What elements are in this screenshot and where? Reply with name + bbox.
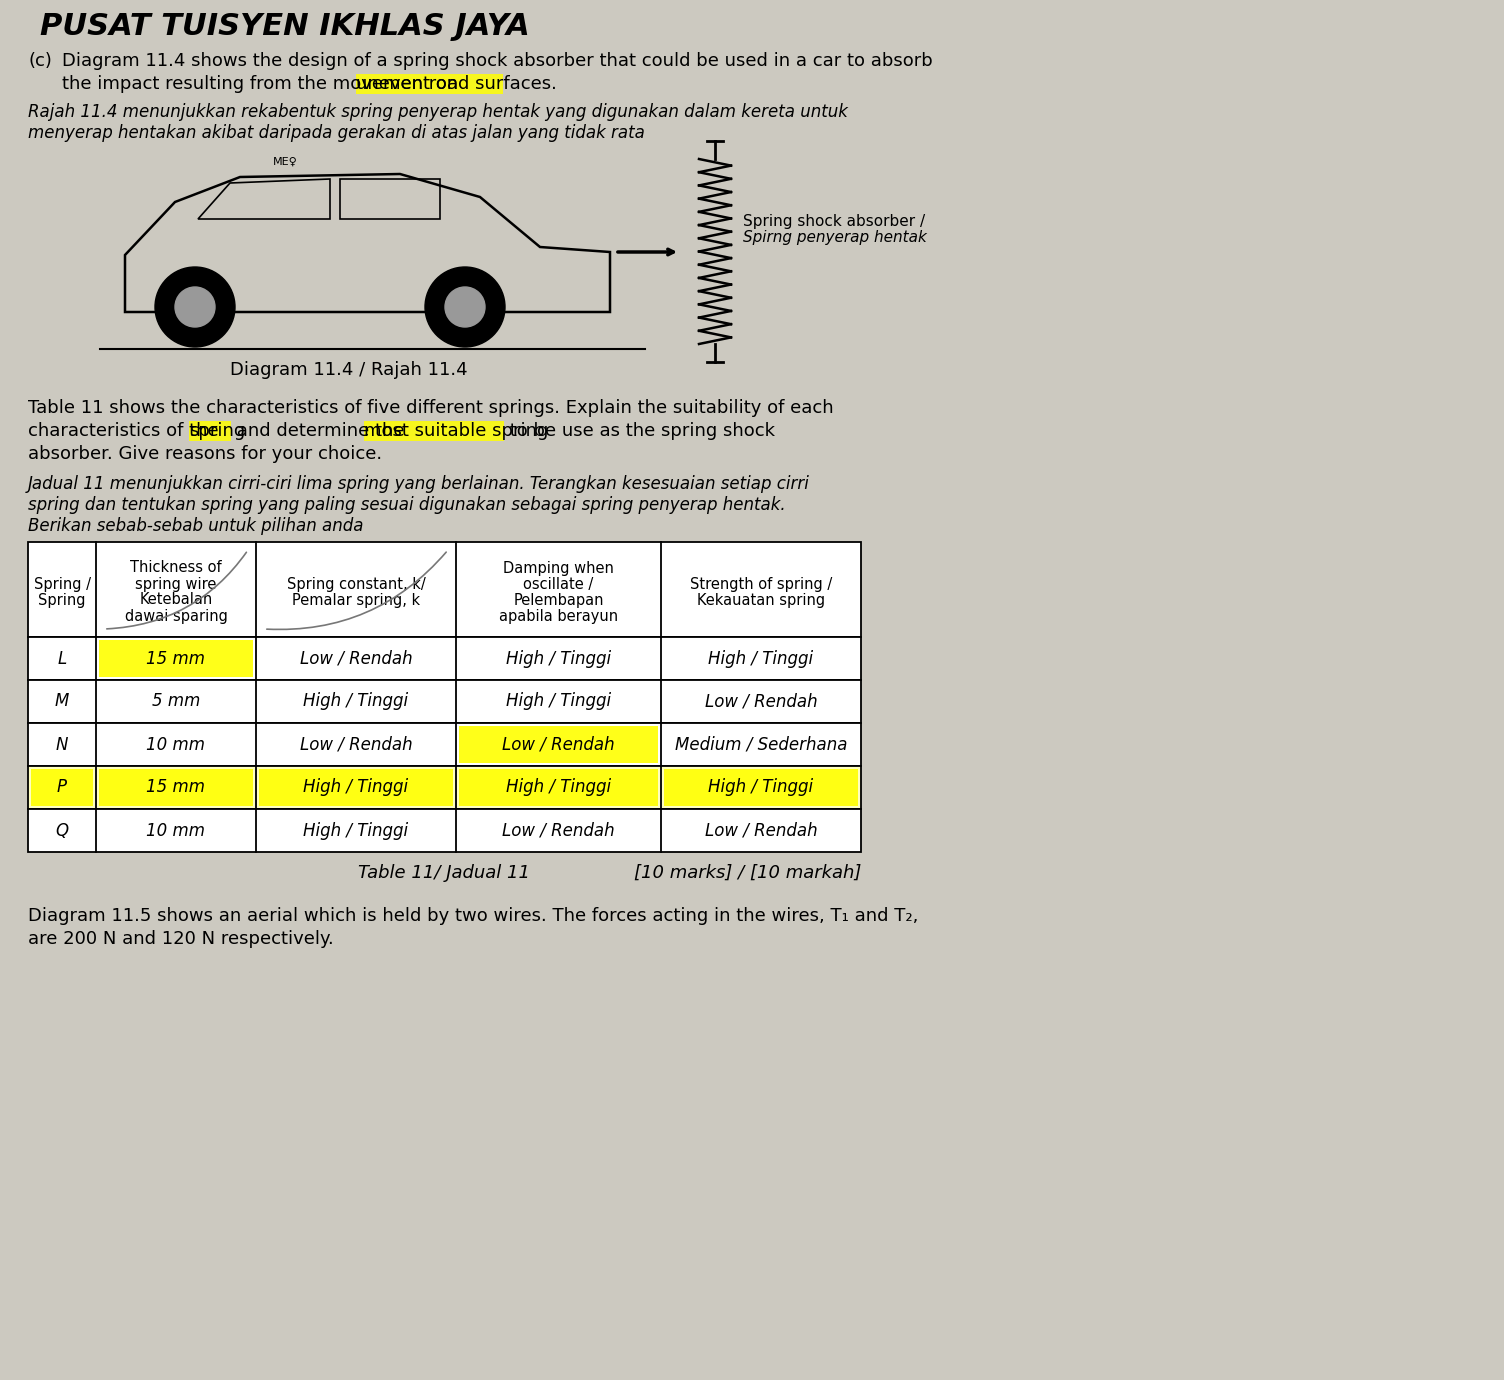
Text: Spirng penyerap hentak: Spirng penyerap hentak [743,230,926,246]
Bar [99,640,253,678]
Bar [99,769,253,806]
Text: Kekauatan spring: Kekauatan spring [696,592,826,607]
Text: Jadual 11 menunjukkan cirri-ciri lima spring yang berlainan. Terangkan kesesuaia: Jadual 11 menunjukkan cirri-ciri lima sp… [29,475,809,493]
Text: [10 marks] / [10 markah]: [10 marks] / [10 markah] [633,864,860,882]
Text: Rajah 11.4 menunjukkan rekabentuk spring penyerap hentak yang digunakan dalam ke: Rajah 11.4 menunjukkan rekabentuk spring… [29,104,848,121]
Text: Low / Rendah: Low / Rendah [299,650,412,668]
Text: Table 11/ Jadual 11: Table 11/ Jadual 11 [358,864,531,882]
Text: High / Tinggi: High / Tinggi [304,821,409,839]
Text: Berikan sebab-sebab untuk pilihan anda: Berikan sebab-sebab untuk pilihan anda [29,518,364,535]
Text: L: L [57,650,66,668]
Text: characteristics of the: characteristics of the [29,422,224,440]
Text: are 200 N and 120 N respectively.: are 200 N and 120 N respectively. [29,930,334,948]
Text: absorber. Give reasons for your choice.: absorber. Give reasons for your choice. [29,444,382,464]
Bar [663,769,857,806]
Text: Table 11 shows the characteristics of five different springs. Explain the suitab: Table 11 shows the characteristics of fi… [29,399,833,417]
Text: Diagram 11.4 shows the design of a spring shock absorber that could be used in a: Diagram 11.4 shows the design of a sprin… [62,52,932,70]
Bar [29,809,860,851]
Text: Pelembapan: Pelembapan [513,592,603,607]
Text: Low / Rendah: Low / Rendah [299,736,412,753]
Bar [29,680,860,723]
Bar [356,75,502,94]
Text: spring dan tentukan spring yang paling sesuai digunakan sebagai spring penyerap : spring dan tentukan spring yang paling s… [29,495,785,513]
Text: apabila berayun: apabila berayun [499,609,618,624]
Text: to be use as the spring shock: to be use as the spring shock [504,422,775,440]
Text: Low / Rendah: Low / Rendah [502,821,615,839]
Bar [29,542,860,638]
Bar [259,769,453,806]
Text: dawai sparing: dawai sparing [125,609,227,624]
Text: Ketebalan: Ketebalan [140,592,212,607]
Text: High / Tinggi: High / Tinggi [304,693,409,711]
Text: 5 mm: 5 mm [152,693,200,711]
Text: Strength of spring /: Strength of spring / [690,577,832,592]
Text: uneven road surfaces.: uneven road surfaces. [356,75,556,92]
Text: Diagram 11.5 shows an aerial which is held by two wires. The forces acting in th: Diagram 11.5 shows an aerial which is he… [29,907,919,925]
Text: spring: spring [190,422,245,440]
Text: 10 mm: 10 mm [146,736,206,753]
Text: 15 mm: 15 mm [146,778,206,796]
Text: Damping when: Damping when [502,560,614,575]
Bar [459,726,659,763]
Bar [364,421,504,442]
Text: (c): (c) [29,52,51,70]
Text: High / Tinggi: High / Tinggi [304,778,409,796]
Bar [32,769,93,806]
Text: the impact resulting from the movement on: the impact resulting from the movement o… [62,75,463,92]
Text: Thickness of: Thickness of [131,560,221,575]
Text: M: M [54,693,69,711]
Text: High / Tinggi: High / Tinggi [708,778,814,796]
Text: Spring constant, k/: Spring constant, k/ [287,577,426,592]
Text: oscillate /: oscillate / [523,577,594,592]
Text: P: P [57,778,68,796]
Text: spring wire: spring wire [135,577,217,592]
Text: Q: Q [56,821,69,839]
Text: High / Tinggi: High / Tinggi [708,650,814,668]
Text: Spring: Spring [38,592,86,607]
Text: Spring shock absorber /: Spring shock absorber / [743,214,925,229]
Text: Diagram 11.4 / Rajah 11.4: Diagram 11.4 / Rajah 11.4 [230,362,468,380]
Text: Spring /: Spring / [33,577,90,592]
Text: Low / Rendah: Low / Rendah [502,736,615,753]
Circle shape [155,266,235,346]
Text: ME♀: ME♀ [272,157,298,167]
Text: Low / Rendah: Low / Rendah [705,693,817,711]
Circle shape [174,287,215,327]
Bar [459,769,659,806]
Text: Low / Rendah: Low / Rendah [705,821,817,839]
Text: Medium / Sederhana: Medium / Sederhana [675,736,847,753]
Bar [29,723,860,766]
Bar [190,421,232,442]
Text: and determine the: and determine the [232,422,411,440]
Circle shape [426,266,505,346]
Text: High / Tinggi: High / Tinggi [505,778,611,796]
Bar [29,638,860,680]
Text: N: N [56,736,68,753]
Circle shape [445,287,484,327]
Text: Pemalar spring, k: Pemalar spring, k [292,592,420,607]
Text: 15 mm: 15 mm [146,650,206,668]
Bar [29,766,860,809]
Text: High / Tinggi: High / Tinggi [505,693,611,711]
Text: menyerap hentakan akibat daripada gerakan di atas jalan yang tidak rata: menyerap hentakan akibat daripada geraka… [29,124,645,142]
Text: 10 mm: 10 mm [146,821,206,839]
Text: High / Tinggi: High / Tinggi [505,650,611,668]
Text: most suitable spring: most suitable spring [364,422,549,440]
Text: PUSAT TUISYEN IKHLAS JAYA: PUSAT TUISYEN IKHLAS JAYA [41,12,529,41]
